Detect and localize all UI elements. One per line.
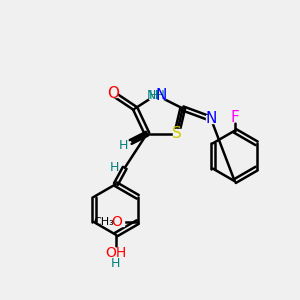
Text: H: H <box>148 88 158 101</box>
Bar <box>206 115 215 123</box>
Bar <box>109 90 117 97</box>
Bar <box>106 218 124 226</box>
Bar <box>111 248 121 257</box>
Text: H: H <box>118 139 128 152</box>
Text: H: H <box>110 161 119 174</box>
Bar <box>149 91 163 99</box>
Text: H: H <box>111 257 121 270</box>
Text: S: S <box>172 126 182 141</box>
Text: NH: NH <box>147 88 165 101</box>
Text: F: F <box>230 110 239 125</box>
Text: N: N <box>155 88 166 103</box>
Bar <box>150 91 165 100</box>
Text: O: O <box>107 86 119 101</box>
Text: O: O <box>112 215 122 229</box>
Bar <box>119 142 127 149</box>
Text: N: N <box>205 111 217 126</box>
Bar <box>172 130 181 138</box>
Bar <box>231 114 238 121</box>
Text: CH₃: CH₃ <box>93 217 114 227</box>
Text: OH: OH <box>105 245 126 260</box>
